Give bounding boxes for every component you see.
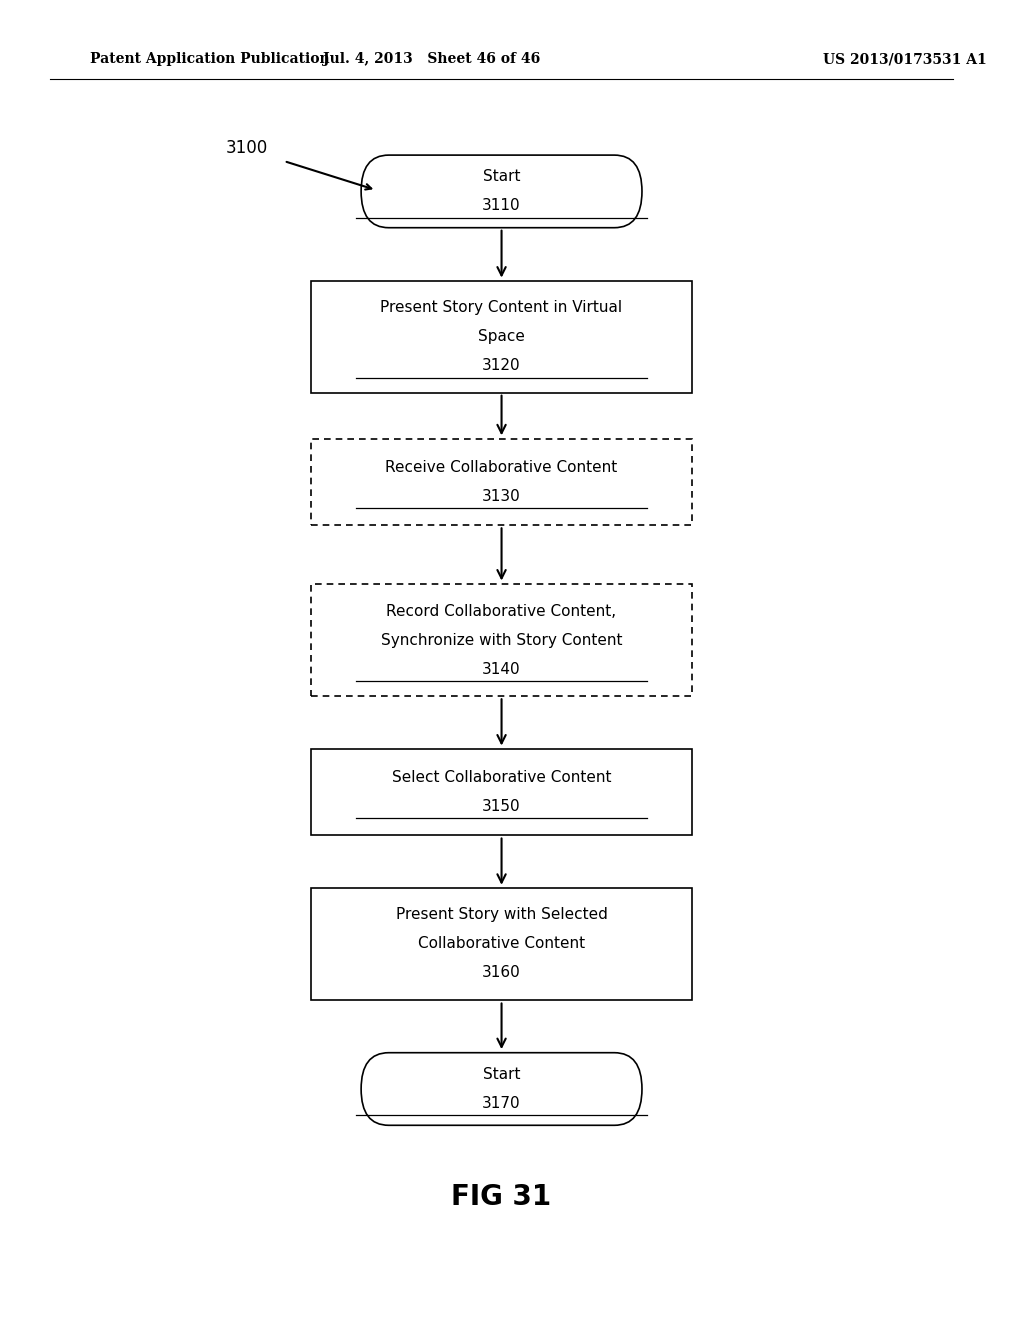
Text: Patent Application Publication: Patent Application Publication: [90, 53, 330, 66]
Text: FIG 31: FIG 31: [452, 1183, 552, 1212]
Text: Select Collaborative Content: Select Collaborative Content: [392, 770, 611, 785]
Text: Jul. 4, 2013   Sheet 46 of 46: Jul. 4, 2013 Sheet 46 of 46: [323, 53, 540, 66]
Bar: [311, 888, 692, 1001]
Text: US 2013/0173531 A1: US 2013/0173531 A1: [822, 53, 986, 66]
Text: 3160: 3160: [482, 965, 521, 981]
Text: Synchronize with Story Content: Synchronize with Story Content: [381, 632, 623, 648]
Text: 3170: 3170: [482, 1096, 521, 1111]
Text: Collaborative Content: Collaborative Content: [418, 936, 585, 952]
Text: 3140: 3140: [482, 661, 521, 677]
Bar: [311, 748, 692, 834]
Text: Present Story with Selected: Present Story with Selected: [395, 907, 607, 923]
Text: 3110: 3110: [482, 198, 521, 214]
Text: Receive Collaborative Content: Receive Collaborative Content: [385, 459, 617, 475]
Text: 3130: 3130: [482, 488, 521, 504]
Bar: [311, 438, 692, 524]
Bar: [311, 583, 692, 697]
Text: 3120: 3120: [482, 358, 521, 374]
Bar: [311, 281, 692, 393]
FancyBboxPatch shape: [361, 154, 642, 227]
Text: Present Story Content in Virtual: Present Story Content in Virtual: [381, 300, 623, 315]
FancyBboxPatch shape: [361, 1053, 642, 1125]
Text: 3100: 3100: [225, 139, 268, 157]
Text: Space: Space: [478, 329, 525, 345]
Text: 3150: 3150: [482, 799, 521, 814]
Text: Record Collaborative Content,: Record Collaborative Content,: [386, 603, 616, 619]
Text: Start: Start: [482, 169, 520, 185]
Text: Start: Start: [482, 1067, 520, 1082]
